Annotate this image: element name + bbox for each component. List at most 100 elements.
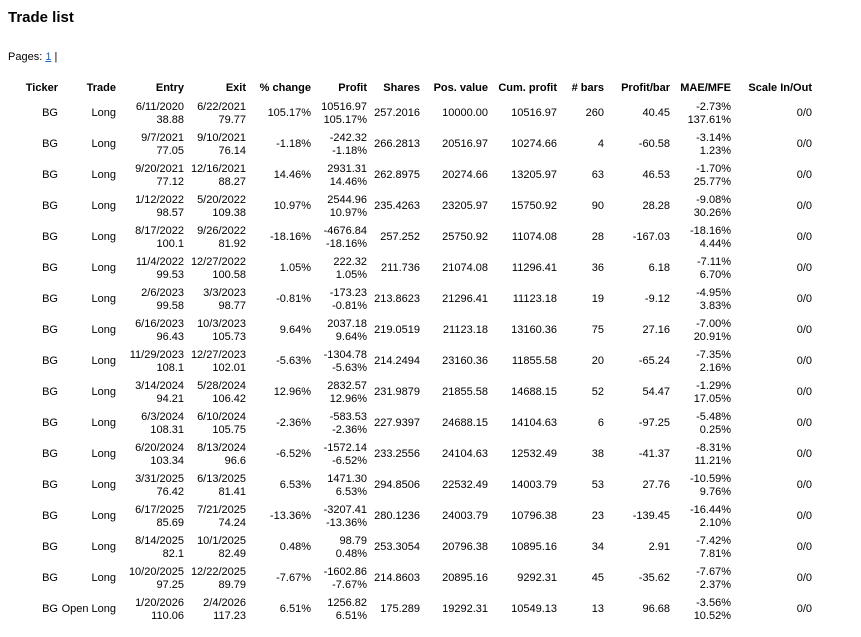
mfe-value: 10.52% [693,609,731,622]
trade-row: BG Long 11/4/2022 99.53 12/27/2022 100.5… [8,253,812,284]
mae-mfe-cell: -3.56% 10.52% [670,594,731,625]
mfe-value: 30.26% [693,206,731,219]
scale-in-out-cell: 0/0 [796,603,812,615]
pos-value-cell: 21123.18 [442,324,488,336]
bars-cell: 34 [591,541,604,553]
profit-pct: -6.52% [332,454,367,467]
mae-value: -7.42% [696,534,731,547]
mfe-value: 9.76% [699,485,731,498]
shares-cell: 280.1236 [374,510,420,522]
exit-cell: 9/10/2021 76.14 [184,129,246,160]
profit-cell: 2832.57 12.96% [311,377,367,408]
trade-row: BG Long 6/11/2020 38.88 6/22/2021 79.77 … [8,98,812,129]
profit-cell: 2544.96 10.97% [311,191,367,222]
entry-cell: 8/17/2022 100.1 [116,222,184,253]
pct-change-cell: 14.46% [273,169,311,181]
mae-value: -3.14% [696,131,731,144]
profit-per-bar-cell: -35.62 [638,572,670,584]
mae-mfe-cell: -7.35% 2.16% [670,346,731,377]
ticker-cell: BG [42,510,58,522]
pct-change-cell: 9.64% [279,324,311,336]
entry-price: 99.53 [156,268,184,281]
exit-price: 106.42 [212,392,246,405]
pages-label: Pages: [8,51,43,63]
profit-per-bar-cell: -41.37 [638,448,670,460]
mae-value: -7.35% [696,348,731,361]
mfe-value: 2.16% [699,361,731,374]
exit-price: 100.58 [212,268,246,281]
exit-date: 9/26/2022 [197,224,246,237]
profit-pct: 12.96% [329,392,367,405]
profit-pct: 14.46% [329,175,367,188]
cum-profit-cell: 10516.97 [511,107,557,119]
page-1-link[interactable]: 1 [45,51,52,63]
scale-in-out-cell: 0/0 [796,572,812,584]
entry-price: 38.88 [156,113,184,126]
profit-cell: -173.23 -0.81% [311,284,367,315]
exit-price: 96.6 [224,454,246,467]
column-header-pos-value: Pos. value [433,82,488,94]
shares-cell: 175.289 [380,603,420,615]
profit-value: -4676.84 [323,224,367,237]
exit-cell: 12/27/2023 102.01 [184,346,246,377]
trade-rows: BG Long 6/11/2020 38.88 6/22/2021 79.77 … [8,98,812,625]
pct-change-cell: 10.97% [273,200,311,212]
profit-value: -173.23 [329,286,367,299]
pct-change-cell: -6.52% [276,448,311,460]
pos-value-cell: 25750.92 [442,231,488,243]
bars-cell: 36 [591,262,604,274]
mae-mfe-cell: -1.70% 25.77% [670,160,731,191]
shares-cell: 253.3054 [374,541,420,553]
cum-profit-cell: 13205.97 [511,169,557,181]
cum-profit-cell: 10796.38 [511,510,557,522]
mae-mfe-cell: -1.29% 17.05% [670,377,731,408]
mae-mfe-cell: -9.08% 30.26% [670,191,731,222]
mae-value: -1.29% [696,379,731,392]
bars-cell: 53 [591,479,604,491]
scale-in-out-cell: 0/0 [796,231,812,243]
profit-per-bar-cell: -139.45 [632,510,670,522]
bars-cell: 20 [591,355,604,367]
exit-price: 74.24 [218,516,246,529]
pos-value-cell: 23205.97 [442,200,488,212]
pos-value-cell: 24104.63 [442,448,488,460]
cum-profit-cell: 11123.18 [512,293,557,305]
entry-date: 2/6/2023 [141,286,184,299]
exit-date: 6/10/2024 [197,410,246,423]
bars-cell: 6 [597,417,604,429]
pos-value-cell: 20895.16 [442,572,488,584]
pct-change-cell: 1.05% [279,262,311,274]
exit-price: 81.41 [218,485,246,498]
column-header-shares: Shares [383,82,420,94]
trade-type-cell: Long [91,107,116,119]
exit-date: 2/4/2026 [203,596,246,609]
scale-in-out-cell: 0/0 [796,479,812,491]
mae-value: -9.08% [696,193,731,206]
entry-cell: 1/20/2026 110.06 [116,594,184,625]
profit-per-bar-cell: 46.53 [642,169,670,181]
ticker-cell: BG [42,479,58,491]
pos-value-cell: 24688.15 [442,417,488,429]
exit-price: 102.01 [212,361,246,374]
profit-pct: 6.51% [335,609,367,622]
ticker-cell: BG [42,541,58,553]
shares-cell: 294.8506 [374,479,420,491]
profit-per-bar-cell: -9.12 [644,293,670,305]
exit-date: 12/27/2023 [190,348,246,361]
exit-price: 117.23 [213,609,246,622]
pos-value-cell: 21074.08 [442,262,488,274]
scale-in-out-cell: 0/0 [796,138,812,150]
ticker-cell: BG [42,603,58,615]
trade-row: BG Long 1/12/2022 98.57 5/20/2022 109.38… [8,191,812,222]
profit-cell: 98.79 0.48% [311,532,367,563]
column-header-profit: Profit [338,82,367,94]
column-header-scale-in-out: Scale In/Out [748,82,812,94]
exit-date: 7/21/2025 [197,503,246,516]
trade-list-table: Ticker Trade Entry Exit % change Profit … [8,82,812,625]
entry-date: 6/3/2024 [141,410,184,423]
mae-mfe-cell: -7.42% 7.81% [670,532,731,563]
bars-cell: 28 [591,231,604,243]
entry-date: 6/17/2025 [135,503,184,516]
entry-cell: 2/6/2023 99.58 [116,284,184,315]
cum-profit-cell: 10549.13 [511,603,557,615]
